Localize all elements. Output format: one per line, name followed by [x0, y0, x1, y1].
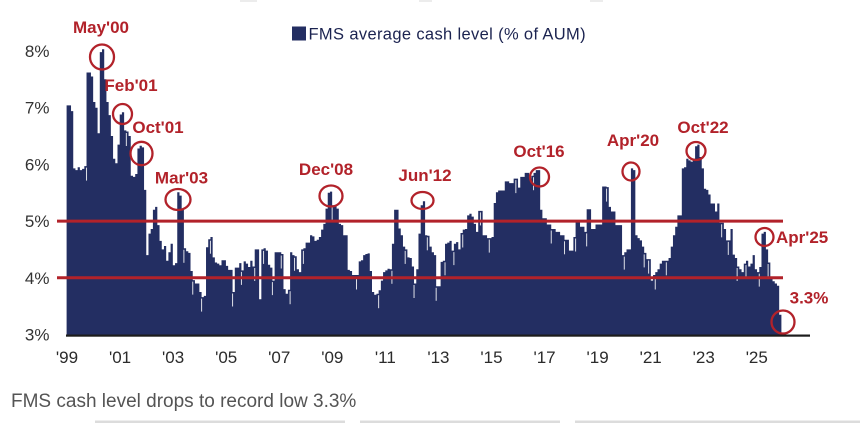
svg-text:Apr'25: Apr'25: [776, 228, 828, 247]
svg-text:'21: '21: [640, 348, 662, 367]
svg-text:'23: '23: [693, 348, 715, 367]
svg-text:'99: '99: [56, 348, 78, 367]
svg-text:Apr'20: Apr'20: [607, 131, 659, 150]
svg-text:Oct'16: Oct'16: [513, 142, 564, 161]
svg-text:'09: '09: [321, 348, 343, 367]
svg-text:7%: 7%: [25, 99, 50, 118]
svg-text:Oct'01: Oct'01: [132, 118, 183, 137]
svg-text:4%: 4%: [25, 269, 50, 288]
svg-text:'19: '19: [587, 348, 609, 367]
svg-text:Mar'03: Mar'03: [155, 169, 208, 188]
svg-text:'07: '07: [268, 348, 290, 367]
svg-text:FMS cash level drops to record: FMS cash level drops to record low 3.3%: [11, 391, 356, 412]
svg-text:'01: '01: [109, 348, 131, 367]
svg-text:6%: 6%: [25, 155, 50, 174]
svg-text:Oct'22: Oct'22: [677, 118, 728, 137]
svg-text:'17: '17: [533, 348, 555, 367]
svg-text:'15: '15: [480, 348, 502, 367]
svg-text:FMS average cash level (% of A: FMS average cash level (% of AUM): [309, 26, 586, 44]
svg-text:8%: 8%: [25, 42, 50, 61]
svg-text:'11: '11: [375, 348, 396, 367]
svg-text:Jun'12: Jun'12: [398, 166, 451, 185]
svg-text:'03: '03: [162, 348, 184, 367]
svg-text:Dec'08: Dec'08: [299, 160, 353, 179]
svg-text:'13: '13: [427, 348, 449, 367]
svg-text:3.3%: 3.3%: [790, 289, 829, 308]
svg-text:3%: 3%: [25, 326, 50, 345]
svg-text:5%: 5%: [25, 212, 50, 231]
svg-text:May'00: May'00: [73, 18, 129, 37]
svg-text:'05: '05: [215, 348, 237, 367]
svg-text:Feb'01: Feb'01: [104, 76, 157, 95]
svg-text:'25: '25: [746, 348, 768, 367]
